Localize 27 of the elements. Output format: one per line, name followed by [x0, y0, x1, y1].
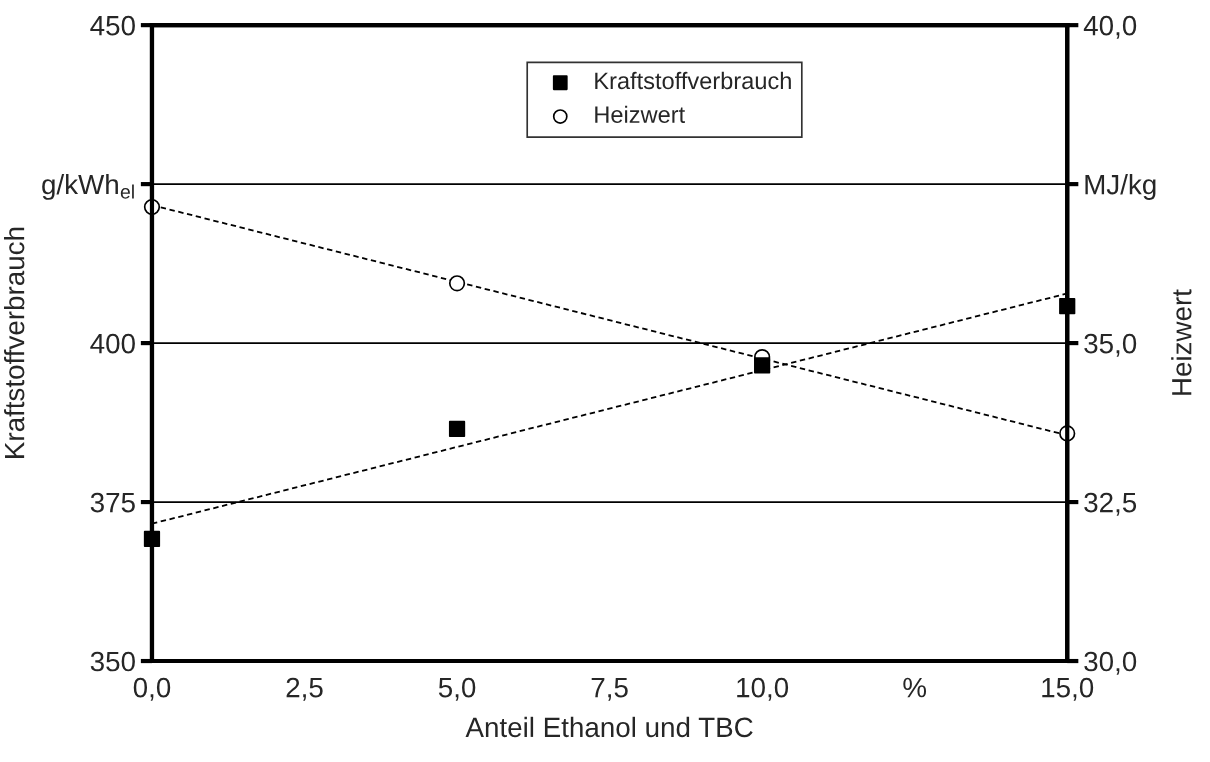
- x-axis-title: Anteil Ethanol und TBC: [465, 716, 753, 738]
- point: [448, 275, 466, 292]
- legend-label: Kraftstoffverbrauch: [595, 71, 791, 90]
- y-axis-title: Kraftstoffverbrauch: [4, 227, 25, 458]
- y-tick-label: g/kWh$_{el}$: [42, 173, 134, 200]
- point: [754, 357, 771, 374]
- x-tick-label: 2,5: [286, 677, 323, 701]
- y-tick-label: 350: [90, 651, 135, 672]
- x-tick-label: 15,0: [1042, 677, 1094, 701]
- point: [448, 420, 466, 438]
- x-tick-label: 7,5: [591, 678, 628, 701]
- x-tick-label: 0,0: [133, 677, 171, 701]
- y-tick-label: 400: [90, 333, 135, 354]
- x-tick-label: %: [903, 677, 927, 698]
- y2-tick-label: 35,0: [1084, 333, 1137, 357]
- legend-label: Heizwert: [595, 105, 685, 123]
- y-tick-label: 450: [90, 15, 135, 36]
- x-tick-label: 10,0: [737, 677, 789, 701]
- point: [143, 530, 161, 548]
- y2-tick-label: 30,0: [1084, 651, 1137, 675]
- y2-axis-title: Heizwert: [1171, 289, 1192, 395]
- point: [1059, 298, 1076, 315]
- y2-tick-label: 40,0: [1083, 15, 1137, 39]
- x-tick-label: 5,0: [438, 677, 476, 701]
- y2-tick-label: MJ/kg: [1085, 174, 1156, 200]
- y2-tick-label: 32,5: [1084, 492, 1137, 516]
- y-tick-label: 375: [90, 492, 135, 513]
